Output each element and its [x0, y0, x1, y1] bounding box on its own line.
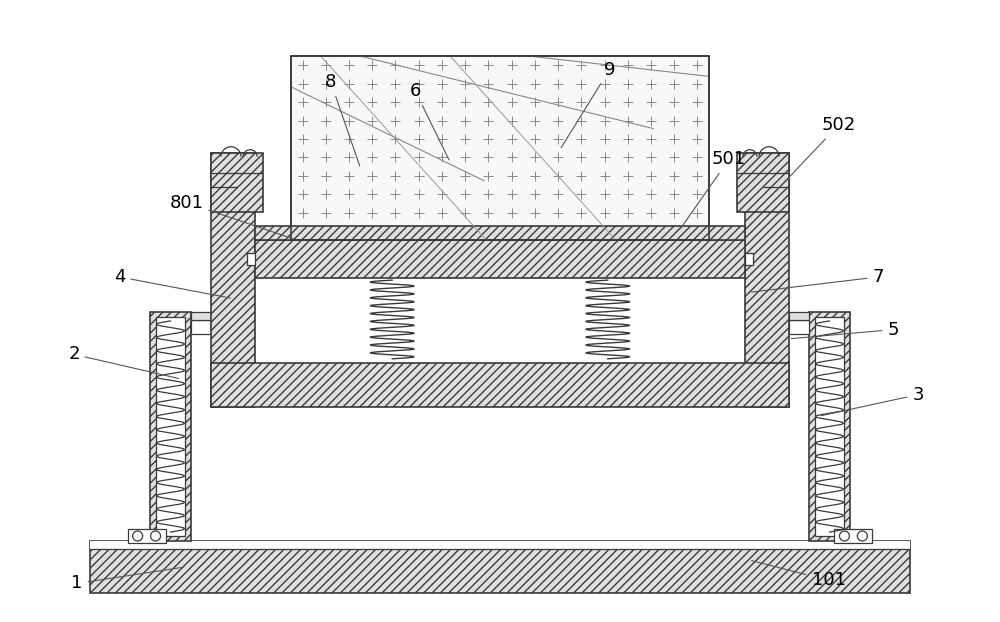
Bar [191, 320, 211, 334]
Bar [191, 312, 211, 320]
Bar [211, 363, 789, 407]
Bar [789, 320, 809, 334]
Bar [255, 226, 745, 240]
Bar [809, 312, 850, 541]
Text: 1: 1 [71, 567, 184, 593]
Text: 4: 4 [114, 268, 230, 298]
Bar [150, 312, 191, 541]
Text: 8: 8 [325, 73, 360, 166]
Circle shape [151, 531, 161, 541]
Bar [128, 529, 166, 543]
Bar [737, 153, 789, 213]
Bar [255, 153, 745, 363]
Text: 502: 502 [776, 116, 856, 192]
Text: 3: 3 [821, 386, 924, 415]
Bar [247, 253, 255, 265]
Bar [291, 56, 709, 240]
Circle shape [857, 531, 867, 541]
Text: 7: 7 [752, 268, 884, 292]
Bar [211, 153, 255, 407]
Text: 101: 101 [752, 560, 846, 590]
Text: 9: 9 [561, 60, 615, 147]
Bar [834, 529, 872, 543]
Text: 801: 801 [169, 193, 293, 239]
Text: 5: 5 [791, 320, 899, 338]
Bar [291, 56, 709, 240]
Bar [156, 317, 185, 536]
Text: 501: 501 [681, 151, 746, 228]
Circle shape [133, 531, 143, 541]
Circle shape [839, 531, 849, 541]
Bar [90, 541, 910, 549]
Bar [745, 253, 753, 265]
Bar [211, 153, 263, 213]
Bar [789, 312, 809, 320]
Bar [815, 317, 844, 536]
Bar [255, 240, 745, 278]
Text: 6: 6 [410, 82, 449, 160]
Bar [90, 541, 910, 593]
Text: 2: 2 [68, 345, 179, 379]
Bar [745, 153, 789, 407]
